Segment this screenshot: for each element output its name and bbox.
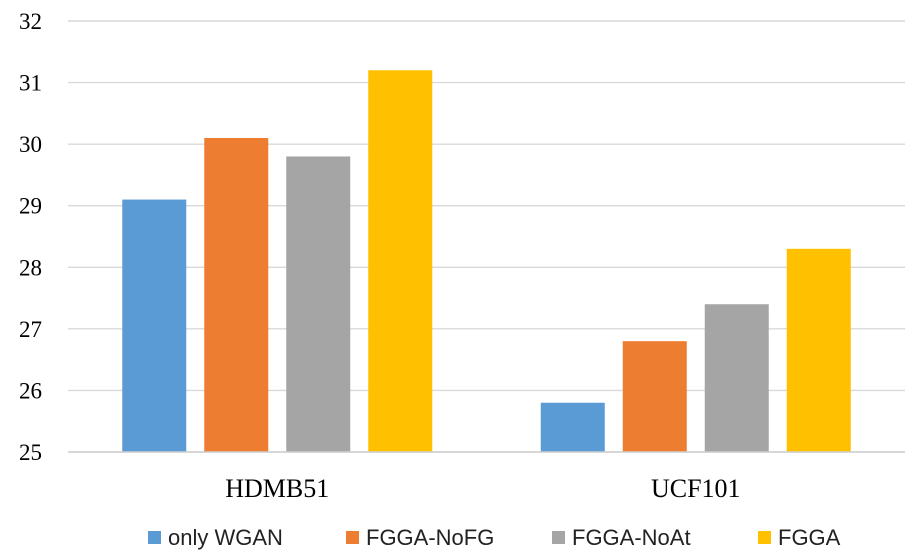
legend-item: FGGA [758,525,841,550]
bar-only-wgan-ucf101 [540,402,605,452]
legend-item: FGGA-NoFG [346,525,494,550]
bar-fgga-nofg-hdmb51 [204,137,269,452]
legend-swatch [758,531,771,544]
x-category-label: HDMB51 [225,474,329,503]
y-tick-label: 25 [19,440,42,465]
y-tick-label: 32 [19,9,42,34]
legend-swatch [346,531,359,544]
y-tick-label: 26 [19,378,42,403]
legend-label: FGGA-NoFG [366,525,494,550]
bar-fgga-noat-hdmb51 [286,156,351,452]
y-tick-label: 27 [19,317,42,342]
bars [68,70,905,453]
y-tick-label: 31 [19,71,42,96]
legend-swatch [552,531,565,544]
bar-only-wgan-hdmb51 [122,199,187,452]
y-tick-label: 30 [19,132,42,157]
legend: only WGAN FGGA-NoFG FGGA-NoAt FGGA [148,525,841,550]
y-tick-label: 29 [19,194,42,219]
bar-fgga-nofg-ucf101 [622,341,687,452]
x-category-label: UCF101 [651,474,741,503]
x-axis-categories: HDMB51 UCF101 [225,474,740,503]
legend-swatch [148,531,161,544]
legend-label: only WGAN [168,525,283,550]
legend-label: FGGA-NoAt [572,525,691,550]
bar-fgga-noat-ucf101 [704,304,769,452]
legend-label: FGGA [778,525,841,550]
legend-item: FGGA-NoAt [552,525,691,550]
y-tick-label: 28 [19,255,42,280]
y-axis-ticks: 25 26 27 28 29 30 31 32 [19,9,42,465]
bar-fgga-hdmb51 [368,70,433,452]
legend-item: only WGAN [148,525,283,550]
gridlines [68,20,905,453]
bar-fgga-ucf101 [786,248,851,452]
